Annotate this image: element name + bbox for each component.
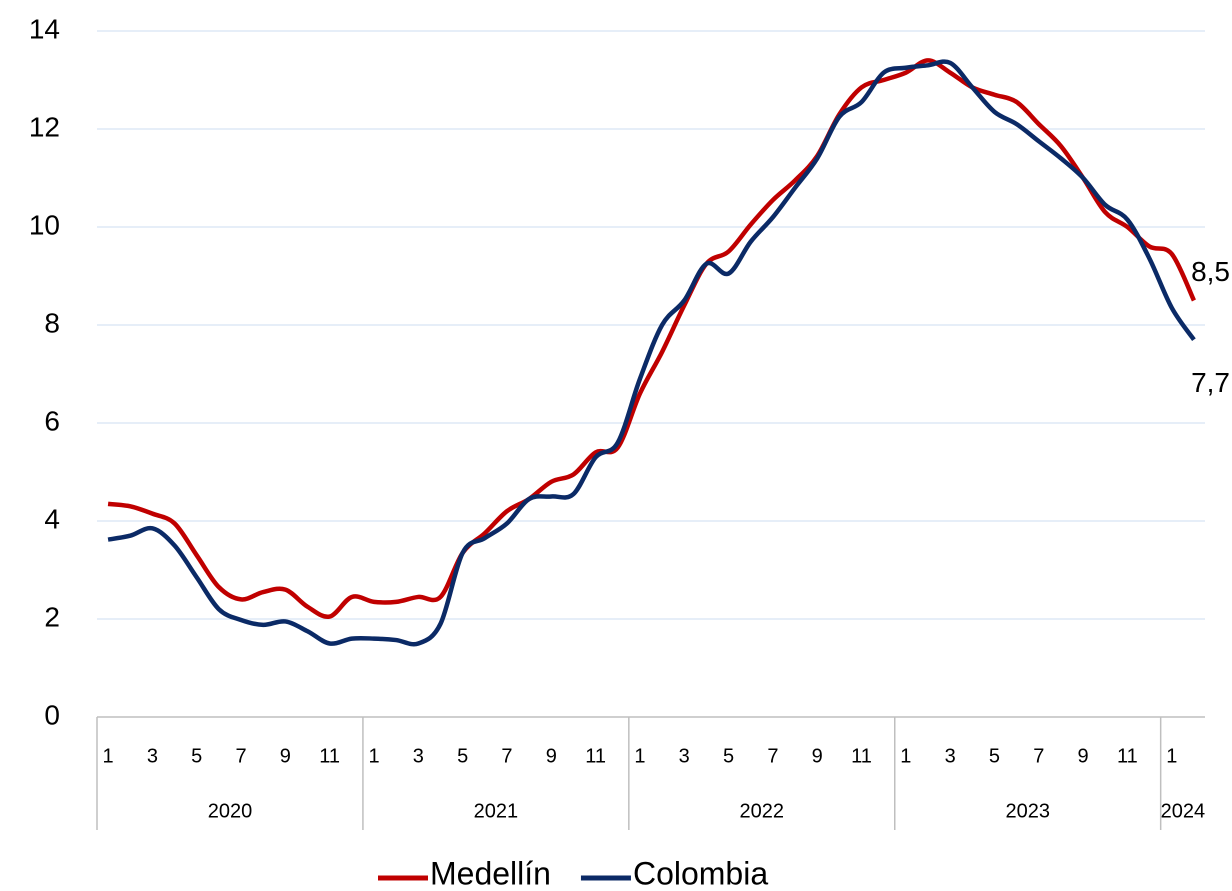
x-tick-label: 11 [851,745,872,767]
data-label: 7,7 [1191,367,1230,398]
x-tick-label: 1 [634,745,645,767]
x-tick-label: 9 [1078,745,1089,767]
x-tick-label: 3 [679,745,690,767]
x-tick-label: 1 [1166,745,1177,767]
x-group-label: 2020 [208,800,253,822]
x-tick-label: 7 [767,745,778,767]
y-tick-label: 2 [44,601,60,632]
x-tick-label: 1 [103,745,114,767]
x-tick-label: 11 [319,745,340,767]
x-group-label: 2023 [1005,800,1050,822]
x-tick-label: 9 [546,745,557,767]
x-tick-label: 5 [989,745,1000,767]
x-tick-label: 7 [1033,745,1044,767]
x-tick-label: 9 [812,745,823,767]
x-tick-label: 3 [147,745,158,767]
y-tick-label: 0 [44,699,60,730]
x-tick-label: 7 [235,745,246,767]
x-tick-label: 1 [368,745,379,767]
x-tick-label: 7 [501,745,512,767]
y-tick-label: 10 [29,209,60,240]
x-group-label: 2021 [474,800,519,822]
x-tick-label: 1 [900,745,911,767]
x-tick-label: 3 [945,745,956,767]
y-tick-label: 6 [44,405,60,436]
line [107,58,1196,620]
y-tick-label: 8 [44,307,60,338]
data-label: 8,5 [1191,256,1230,287]
x-tick-label: 5 [457,745,468,767]
x-tick-label: 5 [191,745,202,767]
line [107,59,1196,647]
legend-label: Colombia [633,855,768,891]
y-tick-label: 12 [29,111,60,142]
x-tick-label: 11 [1117,745,1138,767]
y-tick-label: 14 [29,13,60,44]
x-tick-label: 11 [585,745,606,767]
x-tick-label: 9 [280,745,291,767]
x-tick-label: 5 [723,745,734,767]
x-group-label: 2022 [740,800,785,822]
x-group-label: 2024 [1161,800,1206,822]
y-tick-label: 4 [44,503,60,534]
x-tick-label: 3 [413,745,424,767]
legend-label: Medellín [430,855,551,891]
